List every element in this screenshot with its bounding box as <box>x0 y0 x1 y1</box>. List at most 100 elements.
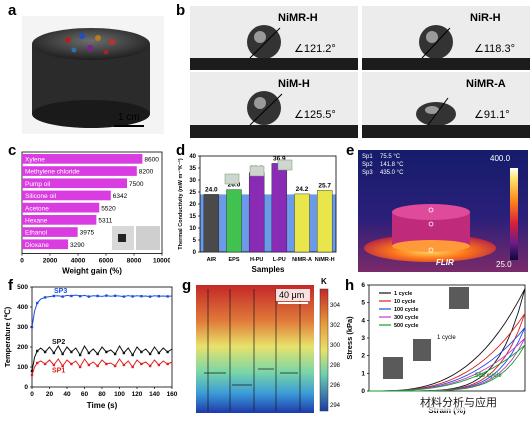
x-tick-label: 2000 <box>43 258 58 265</box>
contact-angle-value: ∠118.3° <box>474 43 515 55</box>
data-point <box>166 350 169 354</box>
bar <box>226 189 242 253</box>
sample-name: NiMR-H <box>278 12 318 24</box>
data-point <box>36 361 39 365</box>
x-tick-label: 60 <box>81 391 89 398</box>
panel-a: a 1 cm <box>0 0 170 140</box>
series-label: SP2 <box>52 339 65 346</box>
legend-label: 10 cycle <box>394 299 415 305</box>
bar <box>22 178 127 189</box>
data-point <box>113 352 117 356</box>
panel-label: c <box>8 142 17 159</box>
bar-value-label: 26.0 <box>228 182 241 189</box>
flir-logo: FLIR <box>436 258 454 267</box>
data-point <box>113 364 117 368</box>
data-point <box>87 295 91 298</box>
panel-label: b <box>176 2 186 19</box>
x-tick-label: 4000 <box>71 258 86 265</box>
data-point <box>157 363 161 367</box>
y-tick-label: 500 <box>17 284 28 291</box>
x-tick-label: 120 <box>132 391 143 398</box>
spot-label: Sp1 <box>362 154 373 160</box>
bar <box>22 215 97 225</box>
bar-category-label: Pump oil <box>25 181 51 188</box>
y-tick-label: 5 <box>193 238 197 244</box>
thermal-image: Sp1 75.5 °C Sp2 141.8 °C Sp3 435.0 °C 40… <box>358 150 528 272</box>
droplet-image <box>362 97 530 138</box>
x-tick-label: H-PU <box>250 257 263 263</box>
contact-angle-value: ∠121.2° <box>294 43 336 55</box>
data-point <box>122 351 126 355</box>
x-tick-label: NiMR-H <box>315 257 335 263</box>
droplet-image <box>190 25 358 70</box>
scale-bar-label: 1 cm <box>118 112 140 123</box>
colorbar-tick: 298 <box>330 363 341 369</box>
bar-value-label: 8600 <box>144 157 159 164</box>
droplet-image <box>190 91 358 138</box>
data-point <box>78 365 82 369</box>
x-tick-label: 40 <box>63 391 71 398</box>
data-point <box>122 295 126 298</box>
x-tick-label: 20 <box>46 391 54 398</box>
series-line <box>31 358 173 376</box>
data-point <box>43 362 47 366</box>
data-point <box>96 364 99 368</box>
panel-label: h <box>345 277 355 294</box>
data-point <box>78 353 82 357</box>
bar-value-label: 7500 <box>129 181 144 188</box>
panel-label: e <box>346 142 355 159</box>
sponge-illustration <box>32 28 150 128</box>
data-point <box>105 294 108 297</box>
spot-label: Sp3 <box>362 170 373 176</box>
spot-label: Sp2 <box>362 162 373 168</box>
legend-label: 500 cycle <box>394 323 418 329</box>
bar-value-label: 5311 <box>98 218 112 225</box>
data-point <box>61 295 64 298</box>
contact-angle-cell: NiMR-H ∠121.2° <box>190 6 358 70</box>
y-tick-label: 40 <box>189 154 196 160</box>
chart-f: SP3 SP2 SP1 0 20 40 60 80 100 120 140 160 0 100 200 300… <box>3 284 178 410</box>
inset-thumbnail <box>224 173 240 185</box>
bar <box>22 190 111 201</box>
data-point <box>61 352 64 356</box>
x-tick-label: AIR <box>207 257 217 263</box>
y-tick-label: 0 <box>24 384 28 391</box>
bar <box>271 163 288 253</box>
bar <box>248 172 265 253</box>
reference-band <box>200 194 336 252</box>
bar-category-label: Xylene <box>25 157 45 164</box>
bar-value-label: 8200 <box>139 169 154 176</box>
panel-h: h 1 cycle 10 cycle 100 cycle 300 cycle 500 c… <box>343 275 531 419</box>
data-point <box>96 294 99 298</box>
bar-category-label: Dioxane <box>25 242 49 249</box>
series-line <box>31 294 173 328</box>
panel-label: g <box>182 277 192 294</box>
y-tick-label: 15 <box>189 214 196 220</box>
contact-angle-cell: NiR-H ∠118.3° <box>362 6 530 70</box>
x-tick-label: 0 <box>20 258 24 265</box>
inset-sample <box>118 234 126 242</box>
x-tick-label: 8000 <box>127 258 142 265</box>
y-tick-label: 100 <box>17 364 28 371</box>
droplet-image <box>362 25 530 70</box>
data-point <box>148 364 152 368</box>
bar-value-label: 24.2 <box>296 186 309 193</box>
bar-value-label: 24.0 <box>205 186 218 193</box>
data-point <box>30 369 34 373</box>
panel-label: a <box>8 2 17 19</box>
data-point <box>52 363 56 367</box>
data-point <box>105 362 108 366</box>
data-point <box>113 294 117 297</box>
sample-name: NiR-H <box>470 12 501 24</box>
inset-photo <box>383 357 403 379</box>
bar-category-label: Hexane <box>25 218 48 225</box>
annotation-1-cycle: 1 cycle <box>437 335 456 341</box>
y-tick-label: 4 <box>361 317 365 324</box>
data-point <box>52 351 56 355</box>
bar <box>22 202 100 213</box>
x-tick-label: EPS <box>228 257 239 263</box>
y-tick-label: 300 <box>17 324 28 331</box>
x-axis-label: Weight gain (%) <box>62 267 122 275</box>
y-tick-label: 20 <box>189 202 196 208</box>
panel-b: b NiMR-H ∠121.2° NiR-H ∠118.3° NiM-H <box>170 0 531 140</box>
